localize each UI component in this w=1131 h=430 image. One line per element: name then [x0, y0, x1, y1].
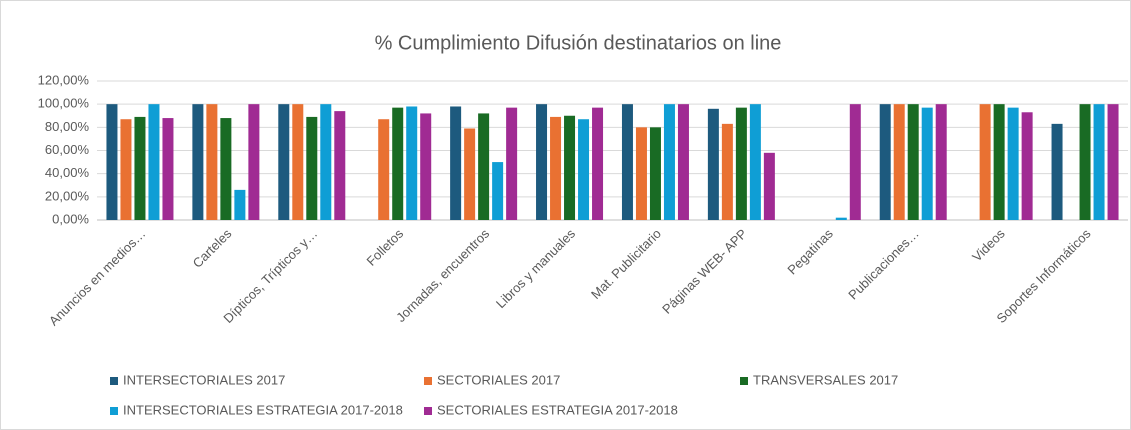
- bar: [935, 104, 947, 220]
- bar: [921, 107, 933, 220]
- legend-swatch: [110, 377, 118, 385]
- legend-label: TRANSVERSALES 2017: [753, 372, 898, 387]
- legend-label: INTERSECTORIALES ESTRATEGIA 2017-2018: [123, 402, 403, 417]
- y-tick-label: 40,00%: [45, 165, 90, 180]
- bar: [635, 127, 647, 220]
- y-tick-label: 60,00%: [45, 142, 90, 157]
- bar: [677, 104, 689, 220]
- bar: [893, 104, 905, 220]
- bar: [392, 107, 404, 220]
- bar: [1021, 112, 1033, 220]
- y-tick-label: 0,00%: [52, 211, 89, 226]
- bar: [663, 104, 675, 220]
- bar: [592, 107, 604, 220]
- bar: [564, 115, 576, 220]
- legend-label: SECTORIALES ESTRATEGIA 2017-2018: [437, 402, 678, 417]
- bar: [206, 104, 218, 220]
- legend-swatch: [110, 407, 118, 415]
- bar: [492, 162, 504, 220]
- bar: [621, 104, 633, 220]
- legend-swatch: [424, 407, 432, 415]
- chart-title: % Cumplimiento Difusión destinatarios on…: [375, 32, 782, 54]
- y-tick-label: 120,00%: [38, 72, 90, 87]
- bar: [106, 104, 118, 220]
- bar: [234, 189, 246, 220]
- bar: [334, 111, 346, 220]
- bar: [763, 152, 775, 220]
- bar: [478, 113, 490, 220]
- bar: [278, 104, 290, 220]
- bar: [649, 127, 661, 220]
- bar: [707, 108, 719, 220]
- bar: [1079, 104, 1091, 220]
- bar: [162, 118, 174, 220]
- bar: [148, 104, 160, 220]
- bar: [1051, 123, 1063, 220]
- legend-label: INTERSECTORIALES 2017: [123, 372, 285, 387]
- bar: [420, 113, 432, 220]
- bar: [1007, 107, 1019, 220]
- bar: [735, 107, 747, 220]
- bar: [749, 104, 761, 220]
- bar: [320, 104, 332, 220]
- bar: [578, 119, 590, 220]
- bar: [849, 104, 861, 220]
- bar: [464, 128, 476, 220]
- y-tick-label: 20,00%: [45, 188, 90, 203]
- bar: [292, 104, 304, 220]
- bar: [993, 104, 1005, 220]
- bar: [1093, 104, 1105, 220]
- bar: [220, 118, 232, 220]
- legend-swatch: [740, 377, 748, 385]
- bar: [306, 116, 318, 220]
- bar: [378, 119, 390, 220]
- bar: [192, 104, 204, 220]
- bar: [406, 106, 418, 220]
- bar: [1107, 104, 1119, 220]
- bar: [835, 217, 847, 220]
- bar: [450, 106, 462, 220]
- bar: [907, 104, 919, 220]
- bar: [134, 116, 146, 220]
- bar: [879, 104, 891, 220]
- bar: [248, 104, 260, 220]
- legend-swatch: [424, 377, 432, 385]
- bar: [979, 104, 991, 220]
- bar: [550, 116, 562, 220]
- bar: [506, 107, 518, 220]
- bar: [120, 119, 132, 220]
- y-tick-label: 80,00%: [45, 119, 90, 134]
- y-tick-label: 100,00%: [38, 96, 90, 111]
- bar: [721, 123, 733, 220]
- legend-label: SECTORIALES 2017: [437, 372, 560, 387]
- bar: [536, 104, 548, 220]
